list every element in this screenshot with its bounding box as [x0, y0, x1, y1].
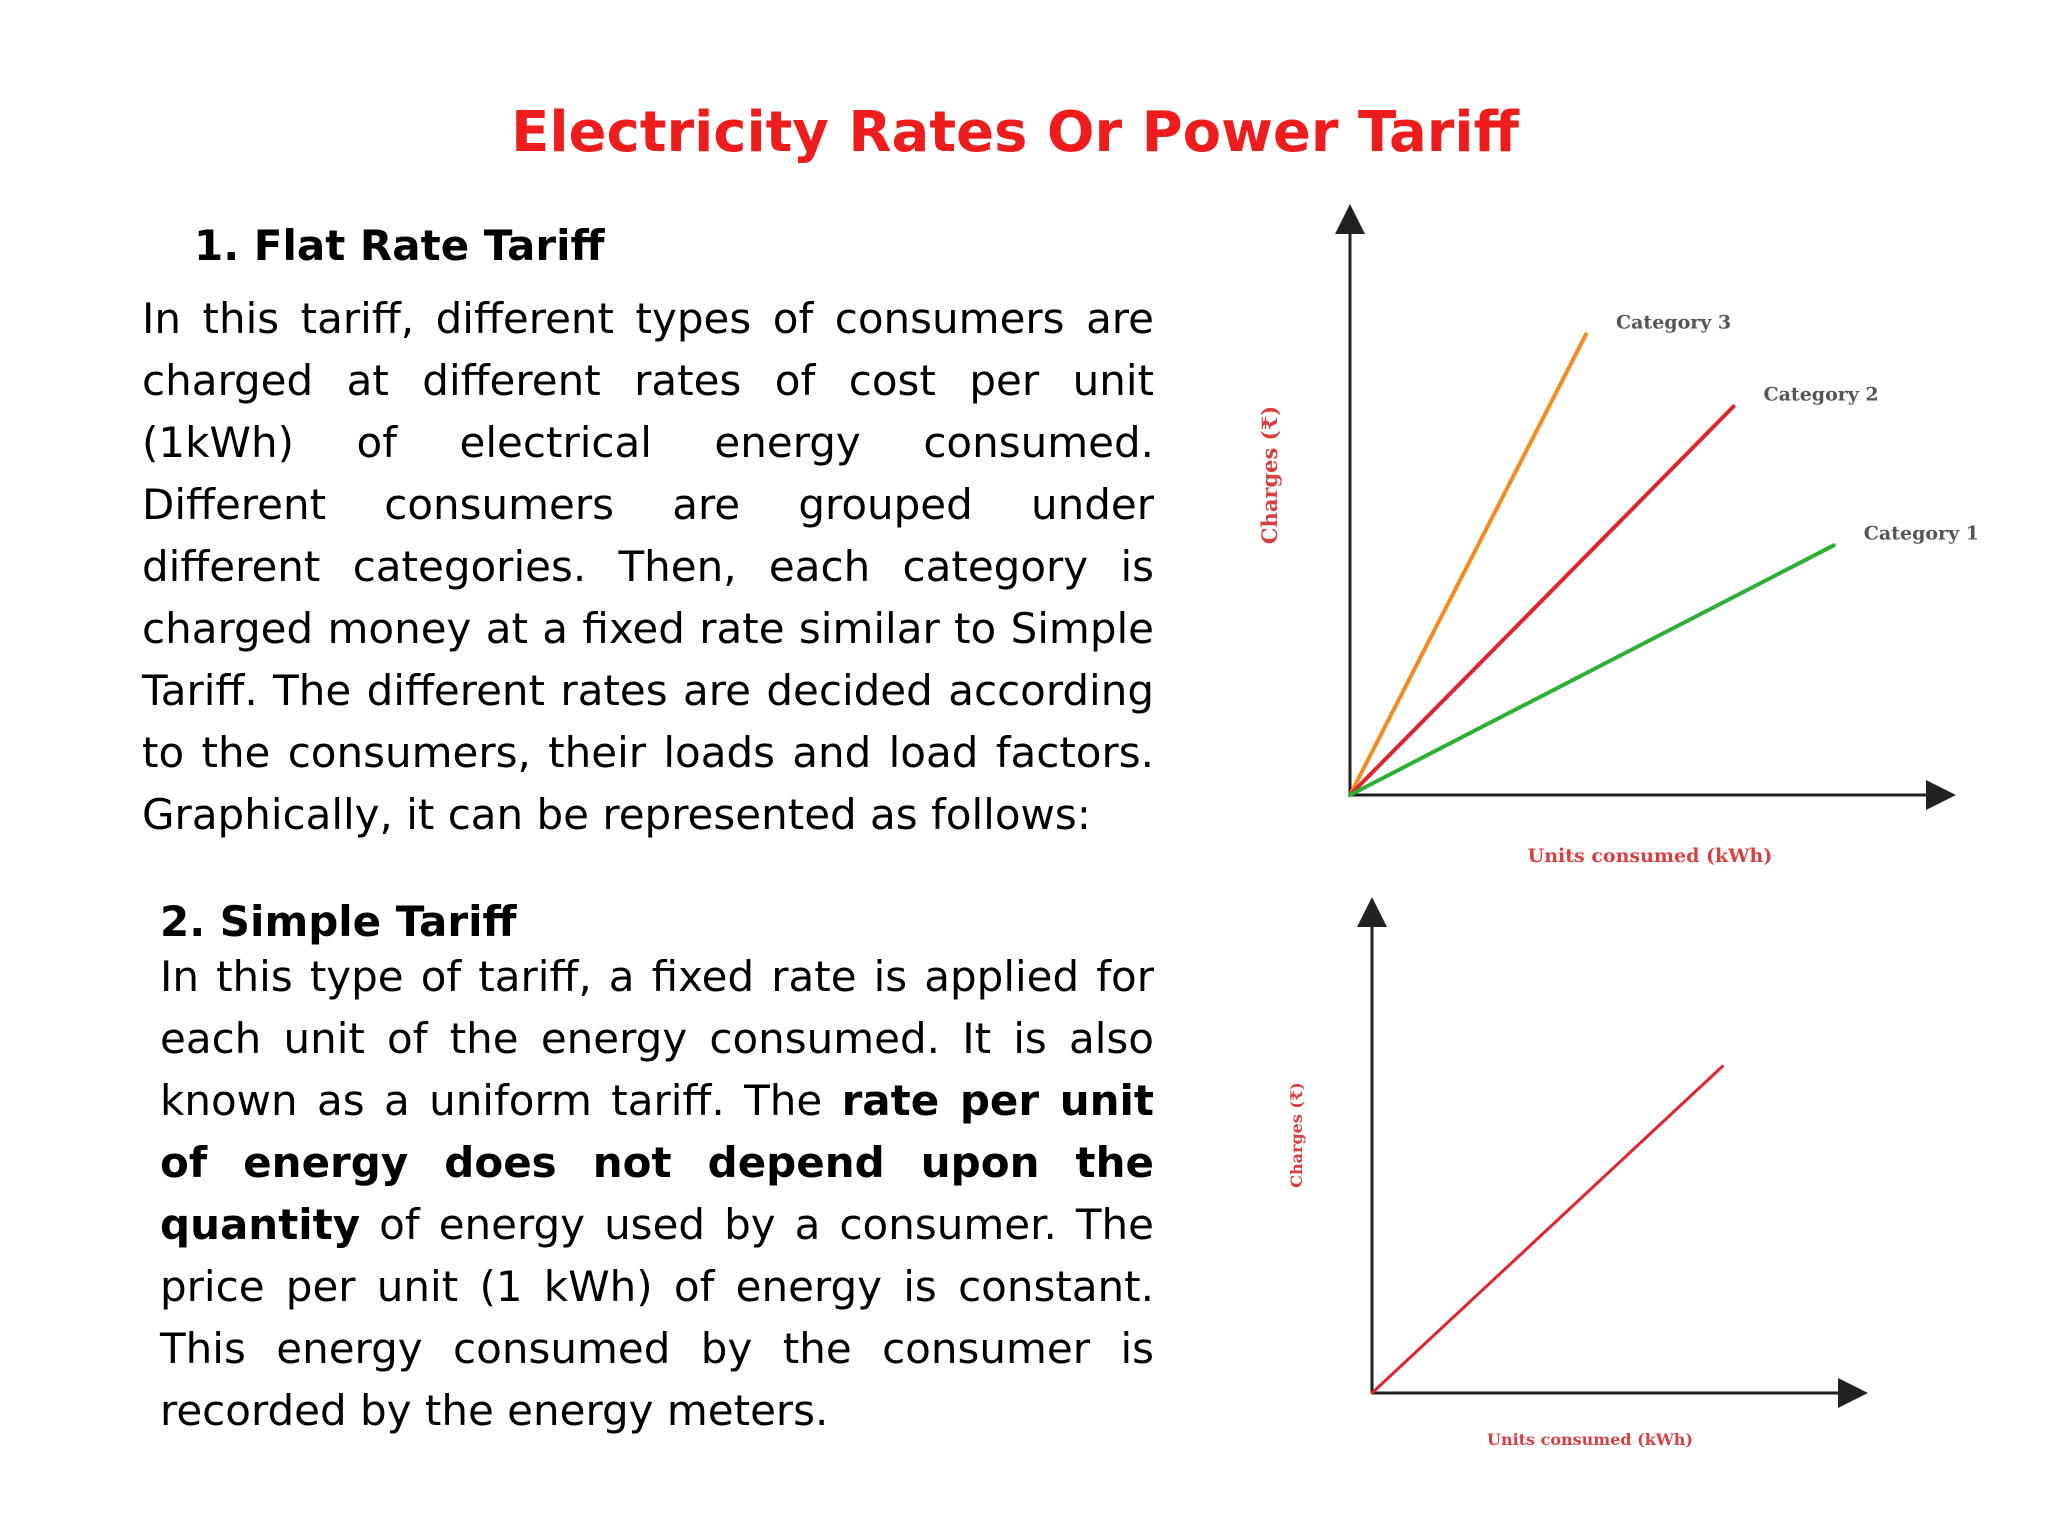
simple-tariff-text-end: of energy used by a consumer. The price …	[160, 1200, 1154, 1435]
simple-tariff-chart: Units consumed (kWh) Charges (₹)	[1287, 897, 1868, 1449]
slide-title: Electricity Rates Or Power Tariff	[511, 100, 1519, 165]
y-axis-title: Charges (₹)	[1287, 1082, 1306, 1187]
simple-tariff-text-start: In this type of tariff, a fixed rate is …	[160, 952, 1154, 1125]
series-label-category-1: Category 1	[1864, 522, 1979, 544]
flat-rate-heading: 1. Flat Rate Tariff	[194, 221, 605, 270]
flat-rate-chart: Category 3 Category 2 Category 1 Units con…	[1257, 204, 1979, 867]
series-line-category-3	[1348, 332, 1588, 797]
series-label-category-2: Category 2	[1764, 384, 1879, 406]
y-axis-title: Charges (₹)	[1257, 406, 1282, 544]
flat-rate-paragraph: In this tariff, different types of consu…	[142, 294, 1154, 839]
simple-tariff-paragraph: In this type of tariff, a fixed rate is …	[160, 946, 1154, 1442]
x-axis-title: Units consumed (kWh)	[1528, 845, 1773, 867]
simple-tariff-text-bold: rate per unit of energy does not depend …	[160, 1076, 1154, 1249]
series-line-category-2	[1348, 404, 1736, 797]
series-line-category-1	[1348, 543, 1836, 797]
series-label-category-3: Category 3	[1616, 311, 1731, 333]
series-line-0	[1370, 1064, 1724, 1395]
simple-tariff-heading: 2. Simple Tariff	[160, 897, 517, 946]
x-axis-title: Units consumed (kWh)	[1487, 1430, 1693, 1449]
